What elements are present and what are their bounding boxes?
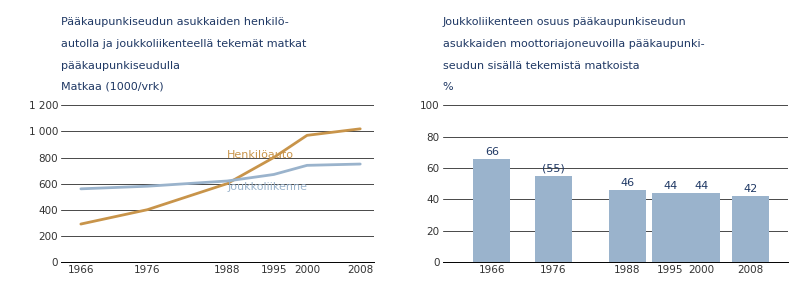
Text: 42: 42 [743,184,757,194]
Text: 44: 44 [693,181,708,191]
Text: Matkaa (1000/vrk): Matkaa (1000/vrk) [61,82,163,92]
Text: Joukkoliikenne: Joukkoliikenne [227,182,307,192]
Bar [534,176,571,262]
Bar [732,196,768,262]
Text: (55): (55) [542,164,564,174]
Text: Joukkoliikenteen osuus pääkaupunkiseudun: Joukkoliikenteen osuus pääkaupunkiseudun [442,17,685,27]
Bar [682,193,719,262]
Text: Pääkaupunkiseudun asukkaiden henkilö-: Pääkaupunkiseudun asukkaiden henkilö- [61,17,288,27]
Text: pääkaupunkiseudulla: pääkaupunkiseudulla [61,61,180,71]
Text: asukkaiden moottoriajoneuvoilla pääkaupunki-: asukkaiden moottoriajoneuvoilla pääkaupu… [442,39,703,49]
Text: %: % [442,82,453,92]
Bar [651,193,689,262]
Text: 66: 66 [484,147,498,157]
Text: Henkilöauto: Henkilöauto [227,150,294,160]
Text: seudun sisällä tekemistä matkoista: seudun sisällä tekemistä matkoista [442,61,638,71]
Text: 46: 46 [620,178,633,188]
Bar [473,159,509,262]
Text: autolla ja joukkoliikenteellä tekemät matkat: autolla ja joukkoliikenteellä tekemät ma… [61,39,306,49]
Text: 44: 44 [663,181,677,191]
Bar [608,190,645,262]
